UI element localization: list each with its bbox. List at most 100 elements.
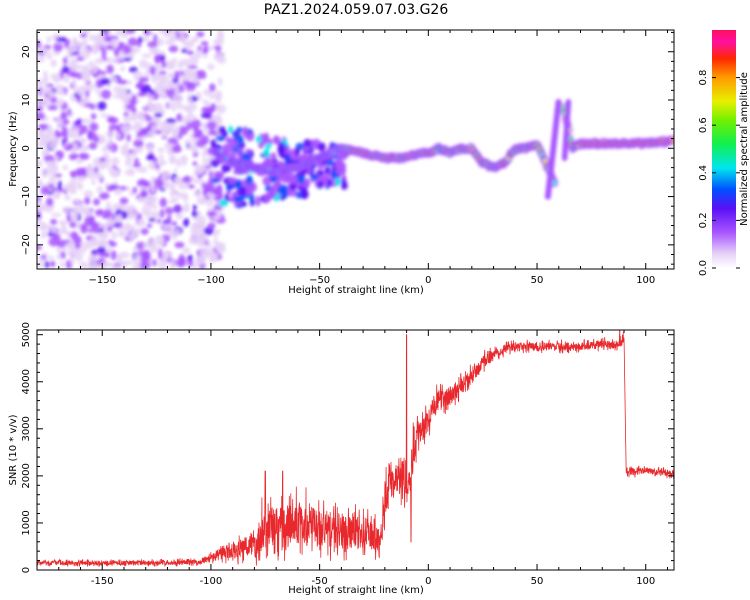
spectrogram-cell bbox=[166, 59, 172, 67]
spectrogram-cell bbox=[236, 126, 243, 133]
spectrogram-cell bbox=[158, 154, 164, 161]
spectrogram-cell bbox=[156, 218, 162, 224]
x-tick-label: 0 bbox=[425, 275, 431, 286]
spectrogram-cell bbox=[69, 133, 81, 139]
spectrogram-cell bbox=[192, 161, 198, 166]
spectrogram-cell bbox=[91, 262, 98, 269]
spectrogram-cell bbox=[125, 224, 136, 231]
spectrogram-cell bbox=[111, 231, 118, 240]
spectrogram-cell bbox=[119, 251, 130, 259]
spectrogram-cell bbox=[74, 65, 85, 70]
spectrogram-cell bbox=[168, 154, 177, 163]
spectrogram-cell bbox=[178, 34, 187, 43]
spectrogram-cell bbox=[155, 37, 165, 46]
snr-series-line bbox=[37, 330, 674, 568]
spectrogram-cell bbox=[294, 146, 301, 156]
colorbar-ticks: 0.0 0.2 0.4 0.6 0.8 bbox=[698, 70, 740, 276]
spectrogram-cell bbox=[183, 107, 193, 112]
spectrogram-cell bbox=[241, 126, 249, 138]
spectrogram-cell bbox=[45, 52, 53, 60]
spectrogram-cell bbox=[69, 231, 79, 240]
streak-cell bbox=[565, 98, 572, 105]
spectrogram-cell bbox=[255, 195, 261, 207]
spectrogram-cell bbox=[145, 115, 153, 122]
spectrogram-cell bbox=[164, 39, 175, 46]
spectrogram-cell bbox=[207, 45, 217, 51]
spectrogram-cell bbox=[130, 266, 140, 269]
spectrogram-cell bbox=[94, 57, 105, 65]
spectrogram-cell bbox=[233, 169, 242, 175]
spectrogram-cell bbox=[44, 204, 53, 213]
spectrogram-cell bbox=[172, 94, 184, 103]
spectrogram-cell bbox=[210, 103, 217, 112]
spectrogram-cell bbox=[50, 59, 58, 67]
spectrogram-cell bbox=[221, 129, 228, 138]
spectrogram-xlabel: Height of straight line (km) bbox=[288, 285, 424, 296]
colorbar-tick-label: 0.4 bbox=[698, 165, 709, 181]
spectrogram-cell bbox=[196, 31, 205, 38]
spectrogram-cell bbox=[49, 260, 56, 268]
spectrogram-cell bbox=[165, 79, 172, 85]
spectrogram-cell bbox=[181, 48, 188, 54]
spectrogram-cell bbox=[62, 56, 68, 65]
spectrogram-cell bbox=[168, 199, 177, 204]
spectrogram-cell bbox=[62, 119, 70, 125]
spectrogram-cell bbox=[140, 228, 149, 235]
spectrogram-cell bbox=[37, 112, 46, 120]
spectrogram-cell bbox=[99, 227, 104, 233]
spectrogram-cell bbox=[151, 115, 159, 124]
spectrogram-cell bbox=[132, 148, 138, 158]
spectrogram-cell bbox=[46, 35, 51, 44]
spectrogram-cell bbox=[138, 76, 150, 83]
spectrogram-cell bbox=[132, 122, 142, 132]
spectrogram-cell bbox=[203, 45, 209, 54]
spectrogram-cell bbox=[116, 79, 128, 85]
spectrogram-cell bbox=[79, 247, 87, 254]
spectrogram-cell bbox=[140, 180, 152, 188]
spectrogram-heatmap bbox=[37, 30, 674, 269]
snr-frame bbox=[36, 329, 675, 571]
spectrogram-cell bbox=[113, 188, 123, 196]
spectrogram-cell bbox=[56, 98, 64, 107]
spectrogram-cell bbox=[45, 197, 54, 207]
spectrogram-cell bbox=[80, 70, 92, 79]
spectrogram-cell bbox=[57, 180, 63, 190]
spectrogram-cell bbox=[135, 82, 146, 88]
spectrogram-cell bbox=[78, 261, 88, 269]
spectrogram-cell bbox=[178, 30, 186, 35]
spectrogram-cell bbox=[151, 124, 157, 132]
spectrogram-cell bbox=[96, 185, 104, 194]
spectrogram-cell bbox=[83, 48, 91, 58]
spectrogram-cell bbox=[236, 180, 242, 186]
spectrogram-cell bbox=[146, 144, 155, 153]
spectrogram-cell bbox=[113, 180, 118, 187]
colorbar-gradient bbox=[712, 30, 736, 268]
spectrogram-cell bbox=[95, 172, 103, 181]
spectrogram-cell bbox=[81, 118, 92, 124]
spectrogram-cell bbox=[90, 236, 98, 244]
spectrogram-cell bbox=[97, 101, 107, 111]
spectrogram-cell bbox=[108, 137, 113, 148]
spectrogram-cell bbox=[173, 168, 178, 173]
spectrogram-cell bbox=[62, 164, 69, 171]
spectrogram-cell bbox=[208, 83, 216, 92]
spectrogram-cell bbox=[215, 229, 221, 234]
spectrogram-cell bbox=[110, 250, 117, 261]
spectrogram-cell bbox=[300, 189, 309, 200]
x-tick-label: 100 bbox=[636, 576, 655, 587]
spectrogram-cell bbox=[172, 233, 178, 241]
spectrogram-cell bbox=[97, 234, 109, 239]
spectrogram-cell bbox=[108, 117, 119, 124]
spectrogram-cell bbox=[207, 63, 215, 71]
spectrogram-cell bbox=[147, 95, 154, 101]
colorbar: 0.0 0.2 0.4 0.6 0.8 Normalized spectral ampl… bbox=[698, 30, 750, 276]
spectrogram-cell bbox=[213, 52, 225, 62]
spectrogram-cell bbox=[175, 158, 182, 168]
spectrogram-cell bbox=[181, 247, 191, 254]
spectrogram-cell bbox=[202, 156, 207, 165]
spectrogram-cell bbox=[165, 118, 177, 124]
spectrogram-cell bbox=[83, 190, 94, 198]
spectrogram-cell bbox=[47, 104, 58, 111]
